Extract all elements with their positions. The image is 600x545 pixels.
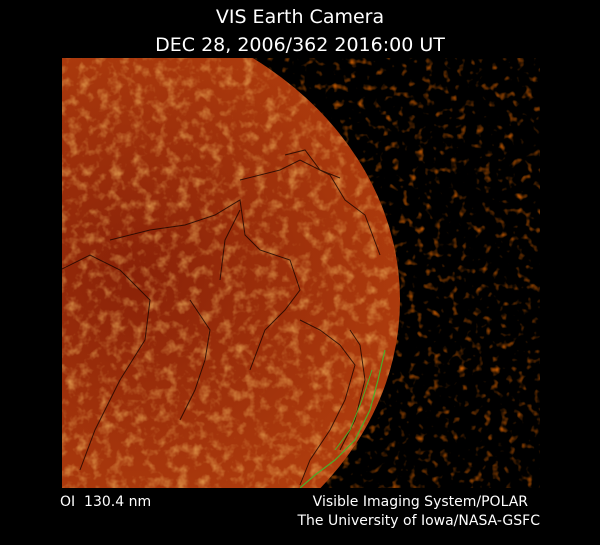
timestamp: DEC 28, 2006/362 2016:00 UT xyxy=(155,34,445,56)
filter-label: OI 130.4 nm xyxy=(60,494,151,510)
credit-label: The University of Iowa/NASA-GSFC xyxy=(296,513,540,529)
earth-image xyxy=(62,58,540,488)
title: VIS Earth Camera xyxy=(216,6,384,28)
instrument-label: Visible Imaging System/POLAR xyxy=(313,494,529,510)
